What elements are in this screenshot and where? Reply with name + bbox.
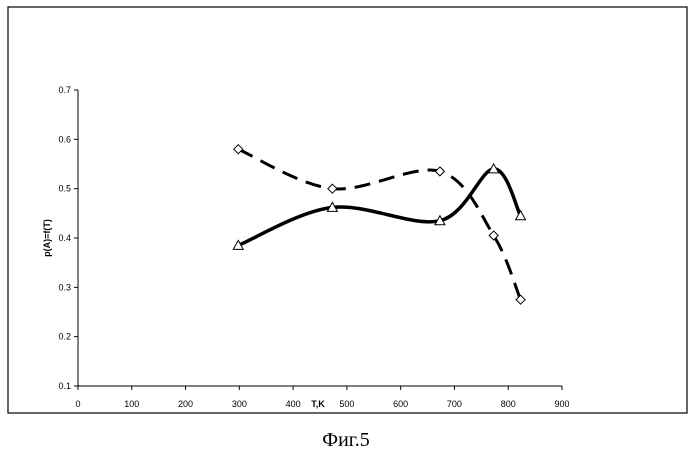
x-tick-label: 700 — [447, 399, 462, 409]
x-tick-label: 200 — [178, 399, 193, 409]
y-tick-label: 0.2 — [58, 332, 71, 342]
triangle-marker — [516, 211, 526, 220]
series-layer — [233, 145, 525, 304]
diamond-marker — [234, 145, 243, 154]
figure-caption: Фиг.5 — [322, 429, 369, 451]
chart-border — [8, 7, 687, 413]
y-tick-label: 0.3 — [58, 282, 71, 292]
x-tick-label: 0 — [75, 399, 80, 409]
diamond-marker — [328, 184, 337, 193]
x-tick-label: 900 — [554, 399, 569, 409]
y-tick-label: 0.5 — [58, 184, 71, 194]
x-tick-label: 300 — [232, 399, 247, 409]
x-tick-label: 600 — [393, 399, 408, 409]
x-axis-title: T,K — [311, 399, 325, 409]
y-tick-label: 0.6 — [58, 134, 71, 144]
series-triangle — [233, 164, 525, 249]
diamond-marker — [435, 167, 444, 176]
y-axis-title: p(A)=f(T) — [42, 219, 52, 257]
x-tick-label: 400 — [286, 399, 301, 409]
y-tick-label: 0.4 — [58, 233, 71, 243]
x-tick-label: 100 — [124, 399, 139, 409]
y-tick-label: 0.1 — [58, 381, 71, 391]
y-tick-label: 0.7 — [58, 85, 71, 95]
x-tick-label: 500 — [339, 399, 354, 409]
diamond-marker — [516, 295, 525, 304]
axes: 0.1 0.2 0.3 0.4 0.5 0.6 0.7 0 100 200 300 400 500 600… — [58, 85, 569, 409]
x-tick-label: 800 — [501, 399, 516, 409]
